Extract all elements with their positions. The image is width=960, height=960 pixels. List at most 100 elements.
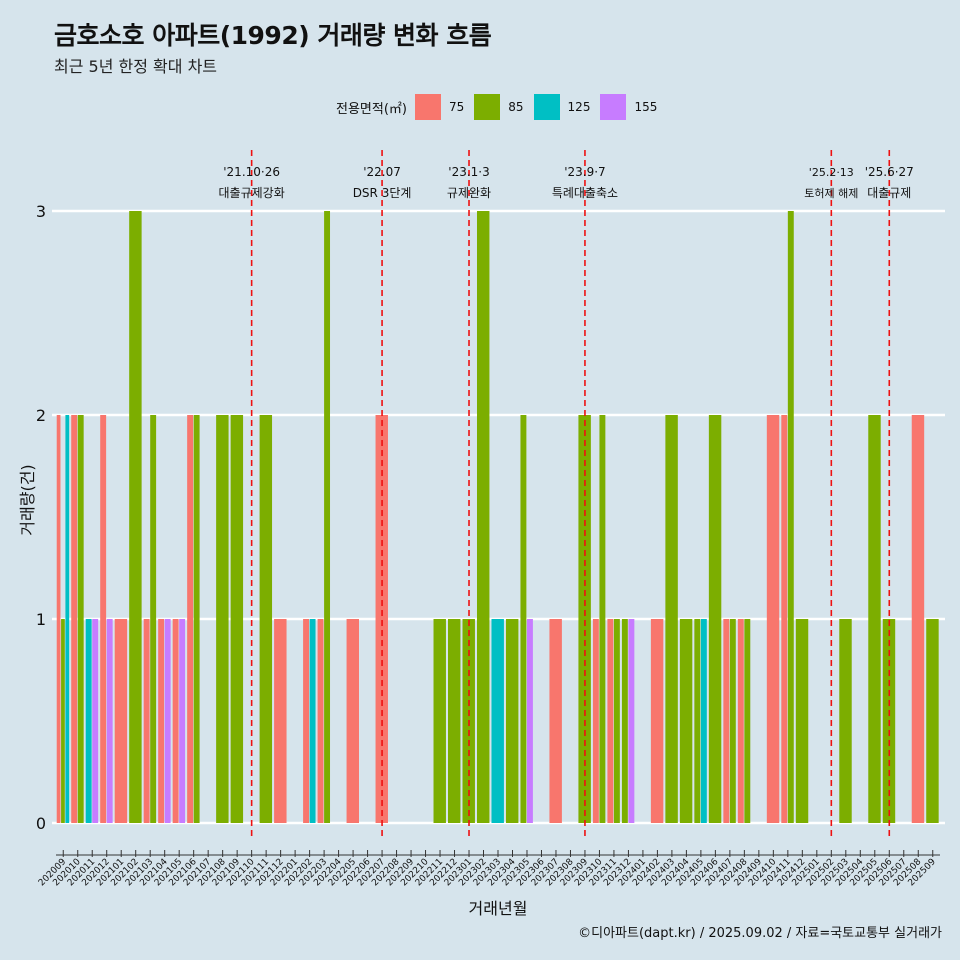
bar-202405-125 bbox=[700, 619, 707, 823]
bar-202010-75 bbox=[71, 415, 78, 823]
bar-202103-75 bbox=[143, 619, 150, 823]
bar-202312-155 bbox=[628, 619, 635, 823]
bar-202403-85 bbox=[665, 415, 678, 823]
event-label-4: 토허제 해제 bbox=[804, 186, 858, 200]
bar-202309-85 bbox=[578, 415, 591, 823]
y-axis-title: 거래량(건) bbox=[18, 464, 37, 535]
bar-202404-85 bbox=[679, 619, 693, 823]
bar-202411-85 bbox=[787, 211, 794, 823]
chart-subtitle: 최근 5년 한정 확대 차트 bbox=[54, 57, 218, 76]
y-tick-label-0: 0 bbox=[36, 814, 46, 833]
legend-title: 전용면적(㎡) bbox=[336, 101, 407, 117]
bar-202305-85 bbox=[520, 415, 527, 823]
bar-202009-75 bbox=[56, 415, 61, 823]
bar-202311-75 bbox=[607, 619, 614, 823]
bar-202311-85 bbox=[613, 619, 620, 823]
y-tick-label-1: 1 bbox=[36, 610, 46, 629]
y-tick-label-2: 2 bbox=[36, 406, 46, 425]
bar-202207-75 bbox=[375, 415, 388, 823]
event-label-3: 특례대출축소 bbox=[552, 186, 618, 200]
event-label-0: 대출규제강화 bbox=[219, 186, 285, 200]
bar-202011-155 bbox=[92, 619, 99, 823]
legend-swatch-85 bbox=[474, 94, 501, 120]
source-caption: ©디아파트(dapt.kr) / 2025.09.02 / 자료=국토교통부 실… bbox=[578, 926, 942, 941]
legend-swatch-125 bbox=[533, 94, 560, 120]
event-lines bbox=[250, 150, 891, 840]
bar-202009-125 bbox=[65, 415, 70, 823]
chart-title: 금호소호 아파트(1992) 거래량 변화 흐름 bbox=[54, 21, 492, 50]
x-axis: 2020092020102020112020122021012021022021… bbox=[37, 850, 940, 888]
bar-202302-85 bbox=[476, 211, 490, 823]
bar-202410-75 bbox=[766, 415, 780, 823]
bar-202105-75 bbox=[172, 619, 179, 823]
bar-202310-85 bbox=[599, 415, 606, 823]
bar-202412-85 bbox=[795, 619, 809, 823]
bar-202105-155 bbox=[179, 619, 186, 823]
legend-label-125: 125 bbox=[567, 100, 591, 114]
bar-202202-125 bbox=[309, 619, 316, 823]
bar-202407-85 bbox=[729, 619, 736, 823]
bar-202112-75 bbox=[274, 619, 287, 823]
y-tick-label-3: 3 bbox=[36, 202, 46, 221]
bar-202303-125 bbox=[491, 619, 504, 823]
event-date-5: '25.6·27 bbox=[865, 165, 914, 179]
bar-202205-75 bbox=[346, 619, 359, 823]
bar-202212-85 bbox=[448, 619, 461, 823]
event-label-2: 규제완화 bbox=[447, 186, 491, 200]
bar-202104-75 bbox=[158, 619, 165, 823]
event-date-1: '22.07 bbox=[363, 165, 401, 179]
bar-202106-85 bbox=[193, 415, 200, 823]
bar-202109-85 bbox=[230, 415, 244, 823]
bar-202408-75 bbox=[737, 619, 744, 823]
bar-202012-75 bbox=[100, 415, 107, 823]
legend-swatch-155 bbox=[600, 94, 627, 120]
bar-202103-85 bbox=[150, 415, 157, 823]
event-date-4: '25.2·13 bbox=[809, 166, 854, 179]
bar-202405-85 bbox=[694, 619, 701, 823]
bar-202012-155 bbox=[106, 619, 113, 823]
legend-label-155: 155 bbox=[634, 100, 658, 114]
bars bbox=[56, 211, 939, 823]
bar-202310-75 bbox=[592, 619, 599, 823]
bar-202402-75 bbox=[650, 619, 664, 823]
bar-202010-85 bbox=[77, 415, 84, 823]
y-axis: 0 1 2 3 bbox=[36, 202, 46, 833]
bar-202106-75 bbox=[187, 415, 194, 823]
bar-202108-85 bbox=[216, 415, 229, 823]
bar-202305-155 bbox=[526, 619, 533, 823]
bar-202509-85 bbox=[926, 619, 939, 823]
legend-item-155: 155 bbox=[600, 94, 657, 120]
bar-202411-75 bbox=[781, 415, 788, 823]
bar-202211-85 bbox=[433, 619, 446, 823]
bar-202102-85 bbox=[129, 211, 142, 823]
legend-swatch-75 bbox=[414, 94, 441, 120]
bar-202009-85 bbox=[61, 619, 65, 823]
bar-202104-155 bbox=[164, 619, 171, 823]
bar-202312-85 bbox=[621, 619, 628, 823]
legend-label-85: 85 bbox=[508, 100, 524, 114]
event-date-3: '23.9·7 bbox=[564, 165, 605, 179]
x-axis-title: 거래년월 bbox=[469, 899, 528, 918]
bar-202101-75 bbox=[114, 619, 128, 823]
event-label-1: DSR 3단계 bbox=[353, 186, 412, 200]
bar-202406-85 bbox=[708, 415, 722, 823]
event-label-5: 대출규제 bbox=[867, 186, 911, 200]
legend: 전용면적(㎡) 75 85 125 155 bbox=[336, 92, 667, 122]
event-date-0: '21.10·26 bbox=[223, 165, 280, 179]
bar-202111-85 bbox=[259, 415, 273, 823]
bar-202408-85 bbox=[744, 619, 751, 823]
legend-label-75: 75 bbox=[448, 100, 465, 114]
bar-202508-75 bbox=[911, 415, 925, 823]
legend-item-125: 125 bbox=[533, 94, 591, 120]
bar-202407-75 bbox=[723, 619, 730, 823]
bar-202304-85 bbox=[505, 619, 519, 823]
bar-202505-85 bbox=[868, 415, 881, 823]
legend-item-75: 75 bbox=[414, 94, 465, 120]
event-date-2: '23.1·3 bbox=[448, 165, 489, 179]
bar-202202-75 bbox=[303, 619, 310, 823]
event-annotations: '21.10·26 대출규제강화 '22.07 DSR 3단계 '23.1·3 규제완화 '… bbox=[219, 165, 914, 200]
bar-202307-75 bbox=[549, 619, 562, 823]
bar-202503-85 bbox=[839, 619, 852, 823]
bar-202203-85 bbox=[324, 211, 331, 823]
